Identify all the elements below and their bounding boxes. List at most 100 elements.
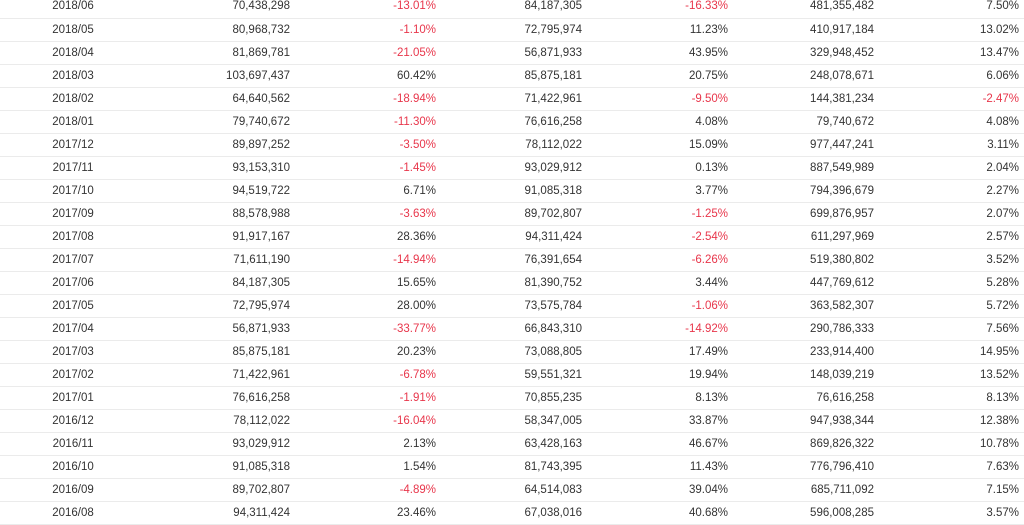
table-row: 2017/10 94,519,722 6.71% 91,085,318 3.77% 794… xyxy=(0,179,1024,203)
table-row: 2018/06 70,438,298 -13.01% 84,187,305 -16.33… xyxy=(0,0,1024,19)
value-3-cell: 519,380,802 xyxy=(728,248,874,272)
change-2-cell: -2.54% xyxy=(582,225,728,249)
value-2-cell: 66,843,310 xyxy=(436,317,582,341)
month-cell: 2016/12 xyxy=(0,409,146,433)
month-cell: 2017/07 xyxy=(0,248,146,272)
value-3-cell: 947,938,344 xyxy=(728,409,874,433)
month-cell: 2017/11 xyxy=(0,156,146,180)
change-2-cell: -14.92% xyxy=(582,317,728,341)
value-3-cell: 363,582,307 xyxy=(728,294,874,318)
table-row: 2017/03 85,875,181 20.23% 73,088,805 17.49% 2… xyxy=(0,340,1024,364)
value-2-cell: 71,422,961 xyxy=(436,87,582,111)
value-1-cell: 72,795,974 xyxy=(146,294,290,318)
value-2-cell: 56,871,933 xyxy=(436,41,582,65)
table-row: 2017/07 71,611,190 -14.94% 76,391,654 -6.26%… xyxy=(0,248,1024,272)
change-3-cell: 7.56% xyxy=(874,317,1024,341)
value-3-cell: 79,740,672 xyxy=(728,110,874,134)
change-1-cell: 2.13% xyxy=(290,432,436,456)
change-3-cell: -2.47% xyxy=(874,87,1024,111)
change-2-cell: -6.26% xyxy=(582,248,728,272)
change-1-cell: -1.91% xyxy=(290,386,436,410)
change-1-cell: 23.46% xyxy=(290,501,436,525)
value-2-cell: 64,514,083 xyxy=(436,478,582,502)
month-cell: 2016/08 xyxy=(0,501,146,525)
value-3-cell: 596,008,285 xyxy=(728,501,874,525)
value-1-cell: 71,422,961 xyxy=(146,363,290,387)
change-1-cell: -3.63% xyxy=(290,202,436,226)
change-3-cell: 5.72% xyxy=(874,294,1024,318)
change-3-cell: 7.63% xyxy=(874,455,1024,479)
change-3-cell: 7.50% xyxy=(874,0,1024,19)
change-1-cell: -16.04% xyxy=(290,409,436,433)
value-1-cell: 91,085,318 xyxy=(146,455,290,479)
value-3-cell: 76,616,258 xyxy=(728,386,874,410)
table-row: 2017/09 88,578,988 -3.63% 89,702,807 -1.25% 6… xyxy=(0,202,1024,226)
value-3-cell: 233,914,400 xyxy=(728,340,874,364)
value-1-cell: 56,871,933 xyxy=(146,317,290,341)
value-2-cell: 59,551,321 xyxy=(436,363,582,387)
value-1-cell: 85,875,181 xyxy=(146,340,290,364)
value-1-cell: 79,740,672 xyxy=(146,110,290,134)
change-1-cell: -14.94% xyxy=(290,248,436,272)
month-cell: 2017/01 xyxy=(0,386,146,410)
value-1-cell: 76,616,258 xyxy=(146,386,290,410)
change-2-cell: 46.67% xyxy=(582,432,728,456)
value-2-cell: 85,875,181 xyxy=(436,64,582,88)
change-1-cell: -6.78% xyxy=(290,363,436,387)
change-3-cell: 5.28% xyxy=(874,271,1024,295)
month-cell: 2017/03 xyxy=(0,340,146,364)
change-2-cell: -1.06% xyxy=(582,294,728,318)
change-3-cell: 13.52% xyxy=(874,363,1024,387)
change-3-cell: 2.07% xyxy=(874,202,1024,226)
month-cell: 2017/06 xyxy=(0,271,146,295)
value-2-cell: 72,795,974 xyxy=(436,18,582,42)
change-2-cell: 33.87% xyxy=(582,409,728,433)
change-3-cell: 7.15% xyxy=(874,478,1024,502)
change-2-cell: 11.23% xyxy=(582,18,728,42)
value-3-cell: 447,769,612 xyxy=(728,271,874,295)
value-3-cell: 248,078,671 xyxy=(728,64,874,88)
month-cell: 2017/05 xyxy=(0,294,146,318)
value-1-cell: 71,611,190 xyxy=(146,248,290,272)
change-1-cell: 20.23% xyxy=(290,340,436,364)
change-1-cell: -1.10% xyxy=(290,18,436,42)
change-3-cell: 14.95% xyxy=(874,340,1024,364)
table-row: 2016/12 78,112,022 -16.04% 58,347,005 33.87%… xyxy=(0,409,1024,433)
value-2-cell: 63,428,163 xyxy=(436,432,582,456)
value-2-cell: 78,112,022 xyxy=(436,133,582,157)
change-2-cell: -1.25% xyxy=(582,202,728,226)
value-1-cell: 64,640,562 xyxy=(146,87,290,111)
table-row: 2018/04 81,869,781 -21.05% 56,871,933 43.95%… xyxy=(0,41,1024,65)
table-row: 2017/02 71,422,961 -6.78% 59,551,321 19.94% 1… xyxy=(0,363,1024,387)
change-2-cell: 19.94% xyxy=(582,363,728,387)
change-2-cell: 3.44% xyxy=(582,271,728,295)
value-3-cell: 776,796,410 xyxy=(728,455,874,479)
value-1-cell: 91,917,167 xyxy=(146,225,290,249)
change-2-cell: -9.50% xyxy=(582,87,728,111)
month-cell: 2016/10 xyxy=(0,455,146,479)
change-3-cell: 6.06% xyxy=(874,64,1024,88)
value-2-cell: 89,702,807 xyxy=(436,202,582,226)
change-2-cell: 40.68% xyxy=(582,501,728,525)
value-2-cell: 91,085,318 xyxy=(436,179,582,203)
change-3-cell: 2.27% xyxy=(874,179,1024,203)
table-row: 2017/12 89,897,252 -3.50% 78,112,022 15.09% 9… xyxy=(0,133,1024,157)
change-1-cell: -33.77% xyxy=(290,317,436,341)
change-1-cell: 15.65% xyxy=(290,271,436,295)
value-2-cell: 84,187,305 xyxy=(436,0,582,19)
value-3-cell: 977,447,241 xyxy=(728,133,874,157)
value-1-cell: 80,968,732 xyxy=(146,18,290,42)
value-3-cell: 148,039,219 xyxy=(728,363,874,387)
table-row: 2017/04 56,871,933 -33.77% 66,843,310 -14.92… xyxy=(0,317,1024,341)
value-1-cell: 94,311,424 xyxy=(146,501,290,525)
change-1-cell: -18.94% xyxy=(290,87,436,111)
month-cell: 2017/10 xyxy=(0,179,146,203)
table-row: 2018/05 80,968,732 -1.10% 72,795,974 11.23% 4… xyxy=(0,18,1024,42)
table-row: 2016/09 89,702,807 -4.89% 64,514,083 39.04% 6… xyxy=(0,478,1024,502)
change-1-cell: -3.50% xyxy=(290,133,436,157)
value-1-cell: 81,869,781 xyxy=(146,41,290,65)
value-3-cell: 611,297,969 xyxy=(728,225,874,249)
change-1-cell: -11.30% xyxy=(290,110,436,134)
table-row: 2017/08 91,917,167 28.36% 94,311,424 -2.54% 6… xyxy=(0,225,1024,249)
value-3-cell: 699,876,957 xyxy=(728,202,874,226)
